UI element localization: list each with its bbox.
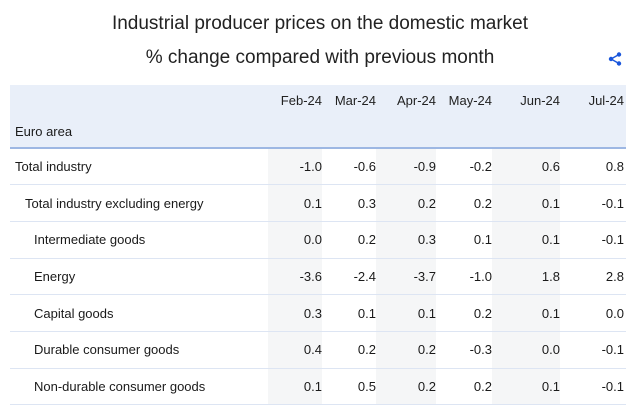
table-cell: 0.8: [560, 148, 626, 186]
row-label: Capital goods: [10, 294, 268, 332]
section-row: Euro area: [10, 116, 626, 149]
table-cell: -0.1: [560, 221, 626, 259]
table-cell: -0.1: [560, 368, 626, 406]
row-label: Intermediate goods: [10, 221, 268, 259]
table-cell: 0.4: [268, 331, 322, 369]
table-cell: 0.1: [322, 294, 376, 332]
table-row: Total industry -1.0 -0.6 -0.9 -0.2 0.6 0.8: [10, 148, 626, 186]
column-header: May-24: [448, 93, 492, 108]
table-cell: -3.6: [268, 258, 322, 296]
table-cell: 0.2: [436, 368, 492, 406]
table-cell: 0.1: [492, 184, 560, 222]
table-cell: 0.2: [376, 368, 436, 406]
table-cell: 0.6: [492, 148, 560, 186]
column-header: Apr-24: [396, 93, 436, 108]
table-cell: 0.1: [436, 221, 492, 259]
table-cell: 0.0: [268, 221, 322, 259]
section-label: Euro area: [10, 116, 626, 149]
row-label: Non-durable consumer goods: [10, 368, 268, 406]
row-label: Total industry excluding energy: [10, 184, 268, 222]
table-cell: 0.3: [322, 184, 376, 222]
table-row: Non-durable consumer goods 0.1 0.5 0.2 0.2 0.…: [10, 368, 626, 406]
table-cell: 0.3: [268, 294, 322, 332]
table-cell: 0.1: [268, 184, 322, 222]
column-header: Mar-24: [334, 93, 376, 108]
prices-table: Feb-24 Mar-24 Apr-24 May-24 Jun-24 Jul-2…: [10, 85, 626, 406]
table-cell: -1.0: [268, 148, 322, 186]
table-cell: 0.0: [492, 331, 560, 369]
table-cell: -1.0: [436, 258, 492, 296]
table-cell: 0.2: [436, 294, 492, 332]
table-cell: -0.6: [322, 148, 376, 186]
table-cell: 2.8: [560, 258, 626, 296]
table-cell: 0.1: [376, 294, 436, 332]
table-row: Intermediate goods 0.0 0.2 0.3 0.1 0.1 -0.1: [10, 221, 626, 259]
table-row: Total industry excluding energy 0.1 0.3 0.2…: [10, 184, 626, 222]
table-cell: 0.3: [376, 221, 436, 259]
table-cell: 0.5: [322, 368, 376, 406]
column-header: Feb-24: [280, 93, 322, 108]
row-label: Durable consumer goods: [10, 331, 268, 369]
page-subtitle: % change compared with previous month: [145, 47, 495, 68]
table-cell: 0.1: [492, 368, 560, 406]
table-row: Capital goods 0.3 0.1 0.1 0.2 0.1 0.0: [10, 294, 626, 332]
table-cell: 0.0: [560, 294, 626, 332]
column-header: Jun-24: [520, 93, 560, 108]
share-icon[interactable]: [607, 51, 623, 67]
table-cell: 0.2: [322, 331, 376, 369]
table-cell: 0.2: [376, 331, 436, 369]
table-cell: 0.1: [492, 221, 560, 259]
table-header-row: Feb-24 Mar-24 Apr-24 May-24 Jun-24 Jul-2…: [10, 85, 626, 116]
header-label-cell: [10, 85, 268, 116]
page-title: Industrial producer prices on the domest…: [111, 13, 529, 34]
table-cell: -0.3: [436, 331, 492, 369]
table-cell: 0.1: [268, 368, 322, 406]
table-cell: -0.1: [560, 331, 626, 369]
column-header: Jul-24: [588, 93, 624, 108]
row-label: Total industry: [10, 148, 268, 186]
table-row: Durable consumer goods 0.4 0.2 0.2 -0.3 0.0 -0…: [10, 331, 626, 369]
table-cell: 0.2: [322, 221, 376, 259]
table-cell: -0.2: [436, 148, 492, 186]
table-cell: 0.1: [492, 294, 560, 332]
table-cell: 0.2: [376, 184, 436, 222]
table-cell: 1.8: [492, 258, 560, 296]
row-label: Energy: [10, 258, 268, 296]
table-cell: -2.4: [322, 258, 376, 296]
table-cell: 0.2: [436, 184, 492, 222]
table-cell: -0.9: [376, 148, 436, 186]
table-cell: -0.1: [560, 184, 626, 222]
table-cell: -3.7: [376, 258, 436, 296]
table-row: Energy -3.6 -2.4 -3.7 -1.0 1.8 2.8: [10, 258, 626, 296]
